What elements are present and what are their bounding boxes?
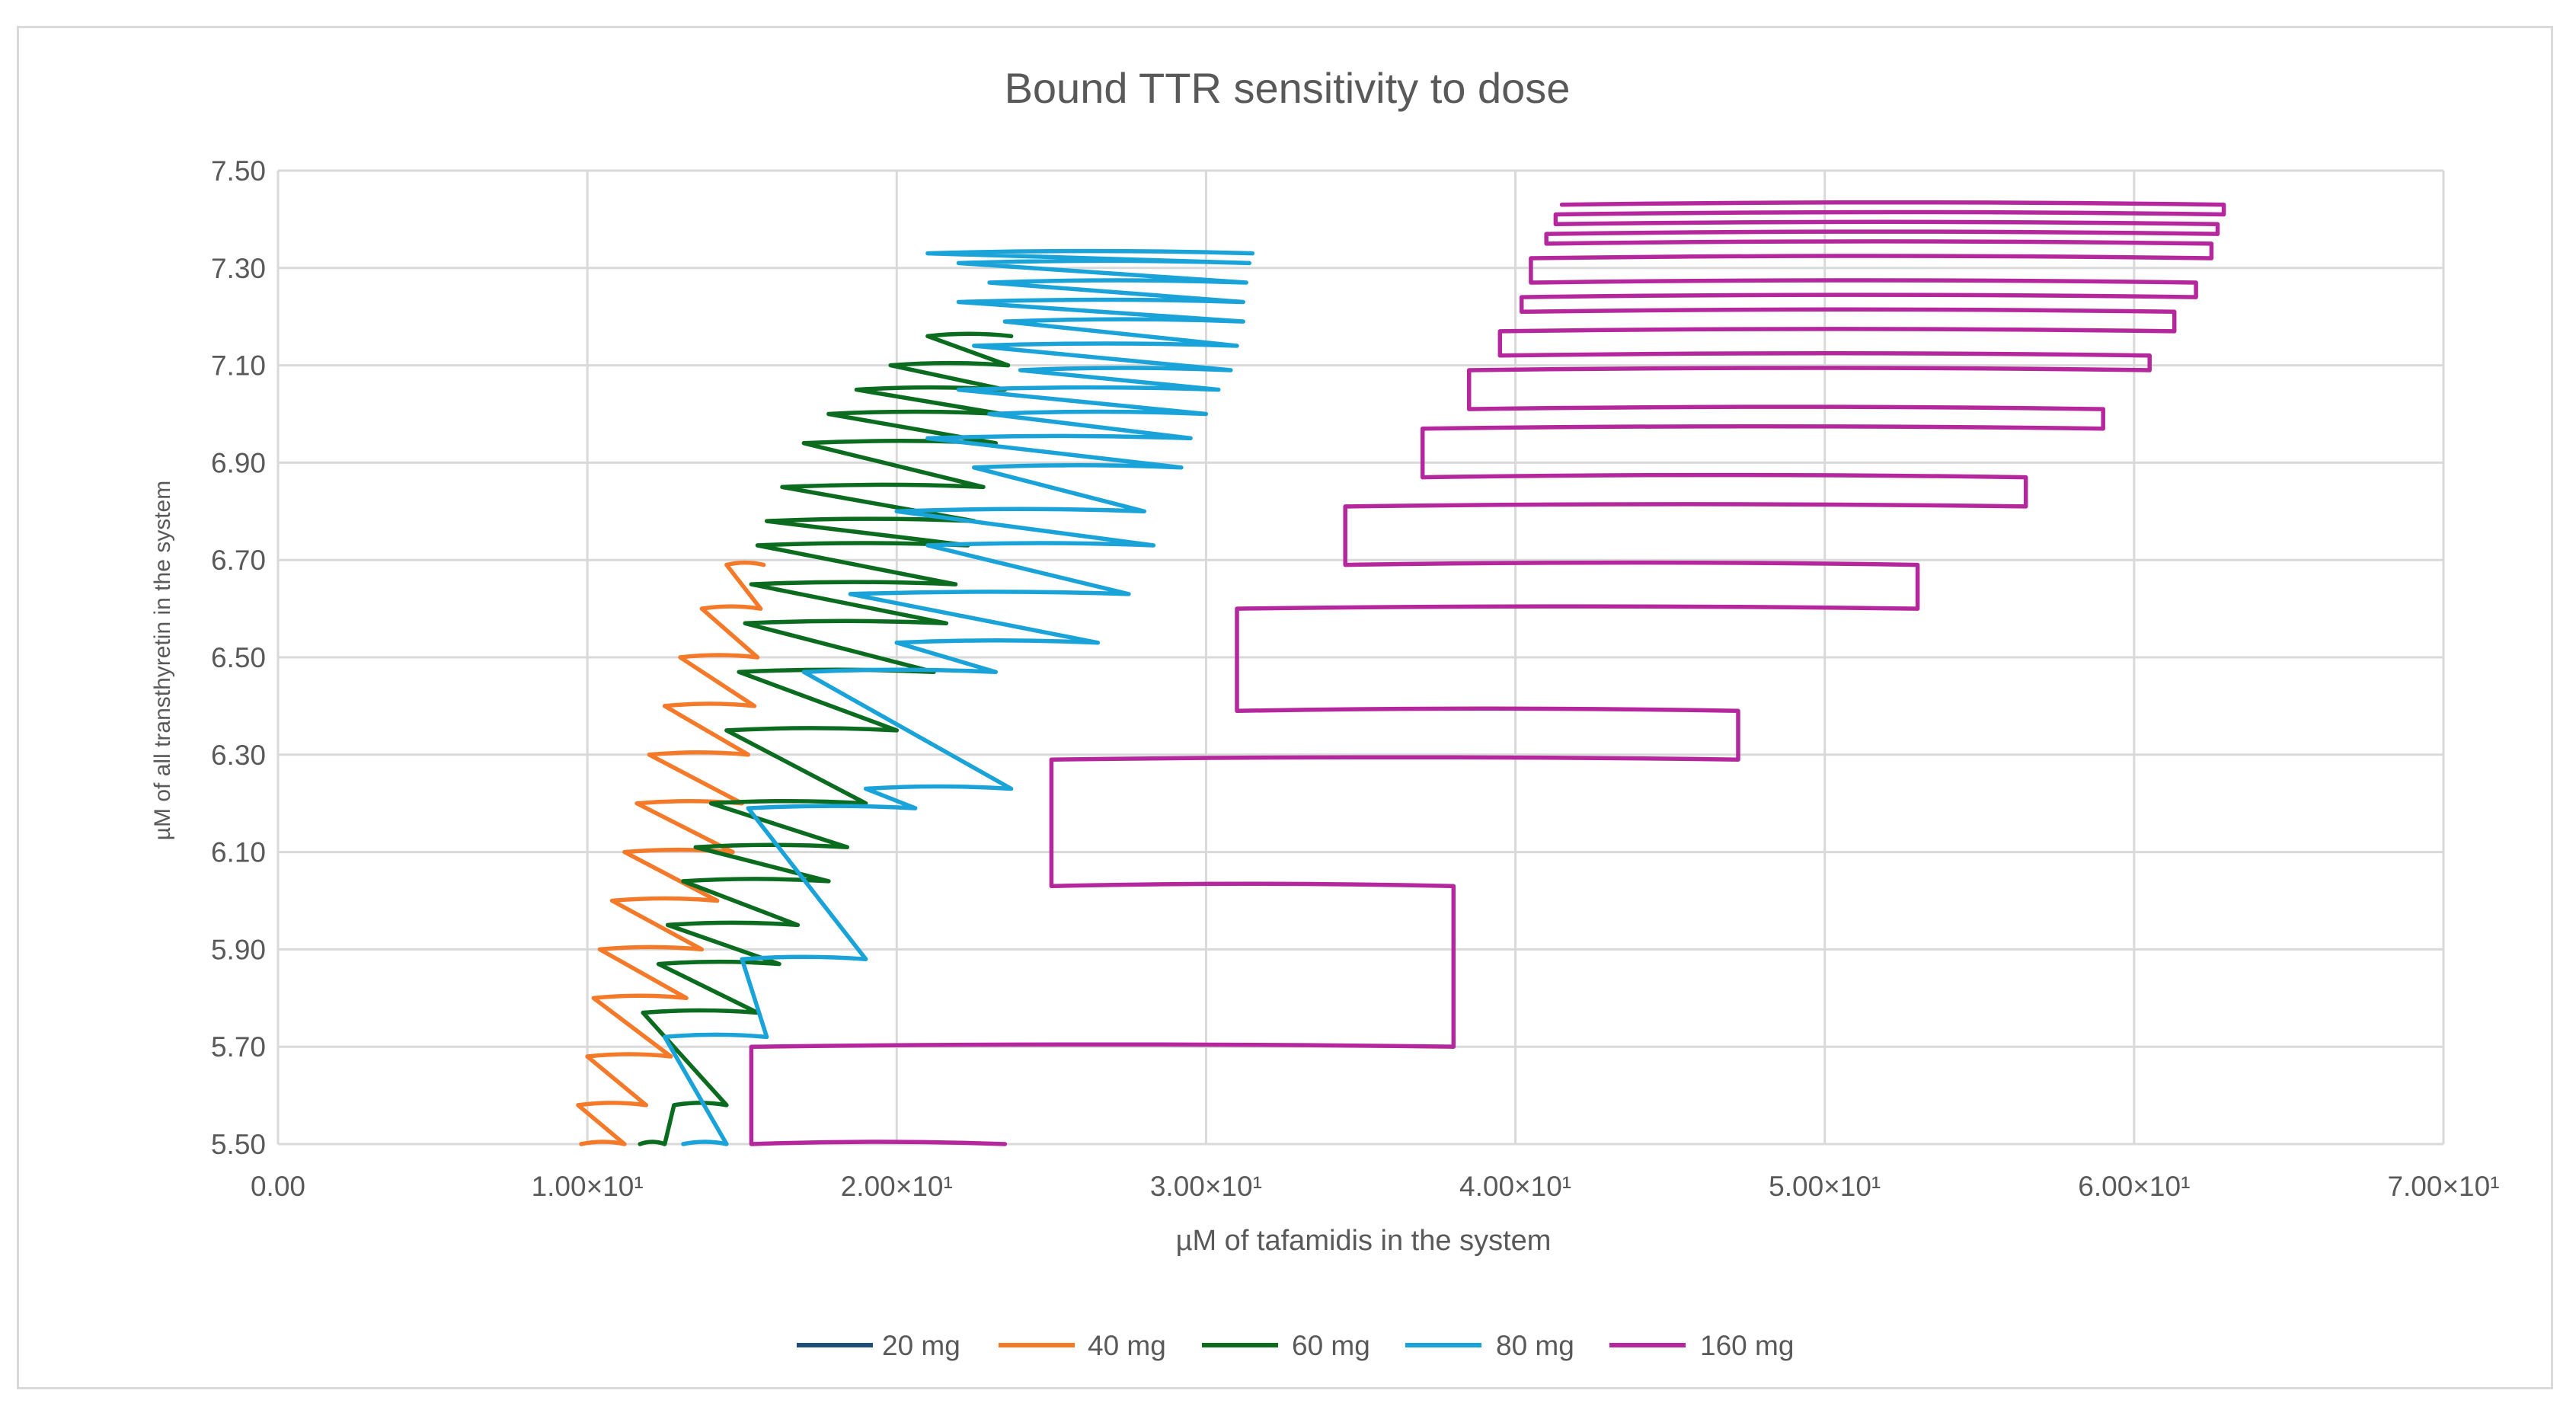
series-line-80-mg <box>662 248 1255 1146</box>
y-tick-label: 7.30 <box>211 253 266 284</box>
x-tick-label: 0.00 <box>251 1171 305 1202</box>
series-line-60-mg <box>638 331 1014 1146</box>
x-tick-label: 7.00×10¹ <box>2387 1171 2499 1202</box>
chart-title: Bound TTR sensitivity to dose <box>1005 64 1571 112</box>
y-tick-label: 5.50 <box>211 1129 266 1160</box>
series-lines <box>576 200 2226 1146</box>
legend-label: 20 mg <box>882 1330 960 1361</box>
y-tick-label: 6.10 <box>211 837 266 868</box>
x-tick-label: 3.00×10¹ <box>1150 1171 1262 1202</box>
y-tick-label: 6.70 <box>211 545 266 576</box>
legend-label: 40 mg <box>1088 1330 1166 1361</box>
y-tick-label: 6.90 <box>211 447 266 478</box>
y-tick-label: 7.10 <box>211 350 266 382</box>
y-axis-title: µM of all transthyretin in the system <box>150 481 175 840</box>
chart: Bound TTR sensitivity to dose 5.505.705.… <box>150 64 2500 1361</box>
x-axis-ticks: 0.00 1.00×10¹ 2.00×10¹ 3.00×10¹ 4.00×10¹ 5.00… <box>251 1171 2500 1202</box>
x-tick-label: 2.00×10¹ <box>841 1171 953 1202</box>
legend-label: 60 mg <box>1292 1330 1370 1361</box>
x-tick-label: 1.00×10¹ <box>532 1171 644 1202</box>
y-tick-label: 5.90 <box>211 934 266 965</box>
y-axis-ticks: 5.50 5.70 5.90 6.10 6.30 6.50 6.70 6.90 7.10 7.30… <box>211 155 266 1160</box>
x-axis-title: µM of tafamidis in the system <box>1176 1225 1552 1257</box>
gridlines <box>276 169 2445 1146</box>
legend: 20 mg 40 mg 60 mg 80 mg 160 mg <box>797 1330 1794 1361</box>
series-line-40-mg <box>576 560 766 1146</box>
y-tick-label: 7.50 <box>211 155 266 187</box>
chart-frame: Bound TTR sensitivity to dose 5.50 5.70 5.… <box>17 26 2553 1389</box>
y-tick-label: 5.70 <box>211 1031 266 1063</box>
y-tick-label: 6.30 <box>211 740 266 771</box>
legend-label: 80 mg <box>1496 1330 1574 1361</box>
y-tick-label: 6.50 <box>211 642 266 673</box>
x-tick-label: 5.00×10¹ <box>1769 1171 1881 1202</box>
x-tick-label: 4.00×10¹ <box>1459 1171 1571 1202</box>
series-line-160-mg <box>749 200 2226 1146</box>
legend-label: 160 mg <box>1700 1330 1794 1361</box>
x-tick-label: 6.00×10¹ <box>2078 1171 2190 1202</box>
